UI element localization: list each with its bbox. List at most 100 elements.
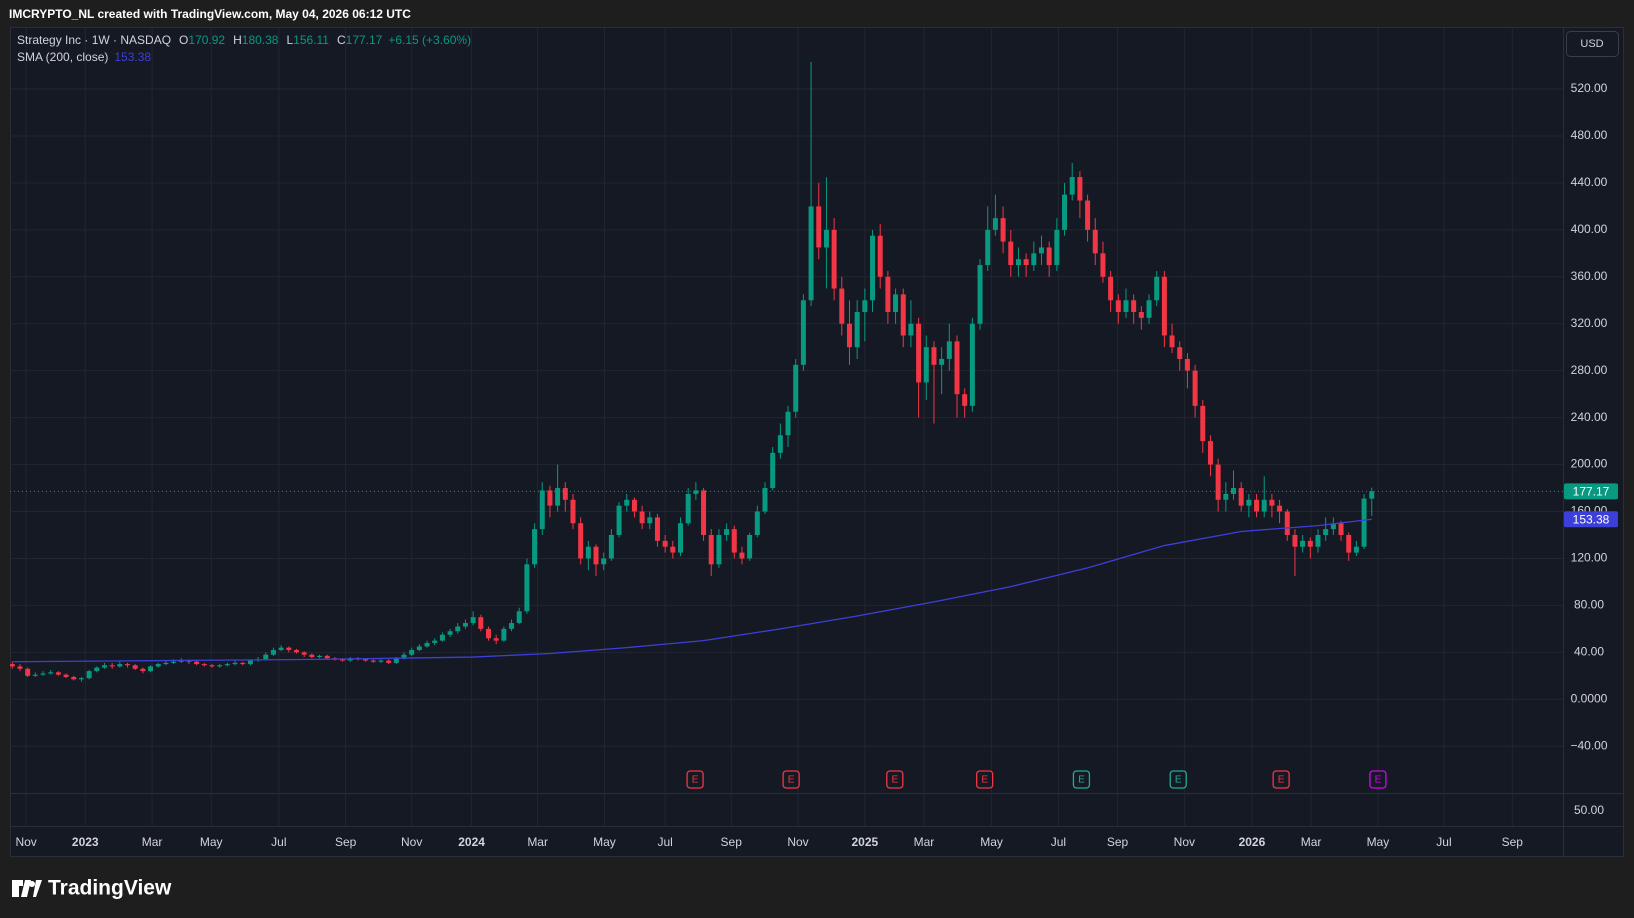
candle-body <box>1161 276 1167 336</box>
candle-body <box>608 534 614 559</box>
candle-body <box>885 276 891 313</box>
candle-body <box>570 499 576 524</box>
earnings-marker <box>976 770 994 789</box>
earnings-label: E <box>981 775 988 786</box>
candle-body <box>25 668 31 676</box>
y-tick-label: 80.00 <box>1574 598 1604 612</box>
earnings-label: E <box>1175 775 1182 786</box>
candle-body <box>1085 200 1091 230</box>
candle-body <box>1338 523 1344 535</box>
candle-body <box>1323 529 1329 535</box>
candle-body <box>1192 370 1198 406</box>
candle-body <box>247 660 253 665</box>
candle-body <box>877 235 883 277</box>
legend-change: +6.15 (+3.60%) <box>388 33 471 47</box>
legend-h: H <box>233 33 242 47</box>
candle-body <box>263 654 269 660</box>
candle-body <box>1062 194 1068 230</box>
currency-label[interactable]: USD <box>1580 38 1603 50</box>
candle-body <box>578 523 584 559</box>
candle-body <box>1200 405 1206 442</box>
candle-body <box>232 662 238 665</box>
legend-low: 156.11 <box>293 33 329 47</box>
candle-body <box>317 655 323 658</box>
candle-body <box>846 323 852 348</box>
candle-body <box>470 617 476 624</box>
candle-body <box>931 347 937 365</box>
last-price-tag <box>1564 483 1618 500</box>
candle-body <box>309 654 315 658</box>
candle-body <box>1015 259 1021 266</box>
earnings-label: E <box>1078 775 1085 786</box>
logo-text: TradingView <box>48 877 172 900</box>
x-tick-label: Nov <box>401 835 422 849</box>
sma-value: 153.38 <box>114 50 151 64</box>
x-tick-label: Mar <box>914 835 935 849</box>
candle-body <box>954 341 960 395</box>
candle-body <box>555 488 561 506</box>
candle-body <box>870 235 876 301</box>
candle-body <box>270 649 276 655</box>
candle-body <box>1300 540 1306 547</box>
candle-body <box>593 546 599 565</box>
candle-body <box>1008 241 1014 266</box>
currency-button[interactable] <box>1566 31 1619 57</box>
legend-close: 177.17 <box>346 33 383 47</box>
x-tick-label: Mar <box>142 835 163 849</box>
candle-body <box>101 665 107 668</box>
chart-frame <box>10 27 1624 857</box>
candle-body <box>1131 300 1137 313</box>
candle-body <box>893 294 899 313</box>
legend-l: L <box>286 33 293 47</box>
candle-body <box>1284 511 1290 535</box>
candle-body <box>946 341 952 359</box>
candle-body <box>1353 546 1359 553</box>
candle-body <box>816 206 822 248</box>
candle-body <box>217 665 223 667</box>
earnings-label: E <box>1278 775 1285 786</box>
candle-body <box>1092 229 1098 254</box>
candle-body <box>916 323 922 383</box>
x-tick-label: 2025 <box>851 835 878 849</box>
candle-body <box>923 347 929 383</box>
sma-legend: SMA (200, close) 153.38 <box>17 50 151 64</box>
x-tick-label: May <box>200 835 223 849</box>
logo-dot <box>29 881 35 887</box>
candle-body <box>908 323 914 336</box>
candle-body <box>1215 464 1221 500</box>
earnings-marker <box>1169 770 1187 789</box>
earnings-marker <box>886 770 904 789</box>
candle-body <box>370 660 376 662</box>
candle-body <box>992 218 998 230</box>
candle-body <box>1100 253 1106 277</box>
candle-body <box>1046 247 1052 266</box>
y-tick-label: 240.00 <box>1571 410 1608 424</box>
candle-body <box>977 265 983 324</box>
candle-body <box>125 664 131 666</box>
y-tick-label: 0.0000 <box>1571 691 1608 705</box>
candle-body <box>340 659 346 661</box>
candle-body <box>1315 534 1321 547</box>
y-tick-label: 480.00 <box>1571 128 1608 142</box>
candle-body <box>1115 300 1121 313</box>
candle-body <box>831 229 837 289</box>
y-tick-label: 40.00 <box>1574 645 1604 659</box>
candle-body <box>754 511 760 535</box>
candle-body <box>1307 540 1313 547</box>
x-tick-label: May <box>980 835 1003 849</box>
watermark: IMCRYPTO_NL created with TradingView.com… <box>9 7 411 21</box>
candle-body <box>969 323 975 406</box>
candle-body <box>900 294 906 336</box>
candle-body <box>654 517 660 541</box>
candle-body <box>509 623 515 629</box>
x-tick-label: Sep <box>1107 835 1129 849</box>
candle-body <box>539 490 545 530</box>
x-tick-label: May <box>1367 835 1390 849</box>
candle-body <box>1223 493 1229 500</box>
candle-body <box>71 676 77 680</box>
logo-icon-part <box>33 880 42 897</box>
candle-body <box>186 660 192 662</box>
candle-body <box>94 667 100 672</box>
candle-body <box>140 668 146 672</box>
